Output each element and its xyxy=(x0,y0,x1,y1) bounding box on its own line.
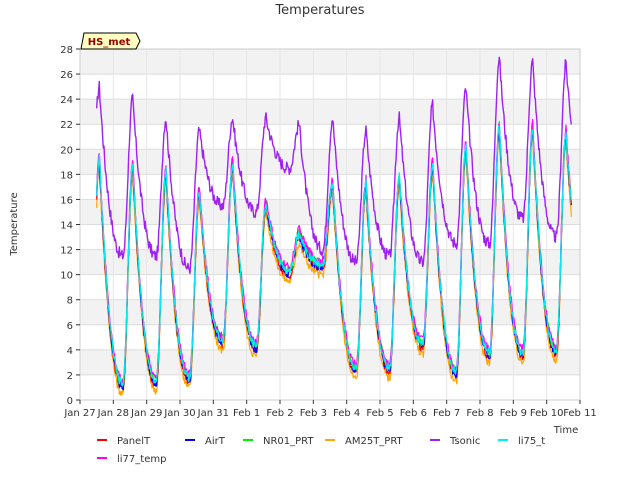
background-band xyxy=(80,299,580,325)
series-line-tsonic xyxy=(96,56,572,275)
x-tick-label: Jan 27 xyxy=(63,408,95,419)
legend-label: Tsonic xyxy=(449,436,480,447)
y-tick-label: 2 xyxy=(67,371,73,382)
y-tick-label: 24 xyxy=(60,95,73,106)
legend-item: PanelT xyxy=(97,436,151,447)
background-band xyxy=(80,74,580,100)
y-tick-label: 0 xyxy=(67,396,73,407)
x-axis: Jan 27 Jan 28 Jan 29 Jan 30 Jan 31 Feb 1 Feb 2… xyxy=(63,400,597,419)
y-tick-label: 6 xyxy=(67,321,73,332)
x-tick-label: Jan 28 xyxy=(97,408,129,419)
y-tick-label: 16 xyxy=(60,195,73,206)
x-tick-label: Jan 30 xyxy=(163,408,195,419)
series-lines xyxy=(96,56,572,396)
background-band xyxy=(80,274,580,300)
y-tick-label: 8 xyxy=(67,296,73,307)
legend-item: NR01_PRT xyxy=(243,436,314,447)
legend-label: NR01_PRT xyxy=(263,436,314,447)
badge-shape xyxy=(80,32,141,50)
x-tick-label: Feb 6 xyxy=(400,408,427,419)
y-tick-label: 26 xyxy=(60,70,73,81)
x-tick-label: Feb 7 xyxy=(433,408,460,419)
legend-label: AirT xyxy=(205,436,226,447)
y-axis-label: Temperature xyxy=(9,192,20,256)
legend-label: AM25T_PRT xyxy=(345,436,404,447)
x-tick-label: Feb 1 xyxy=(233,408,260,419)
x-tick-label: Feb 2 xyxy=(266,408,293,419)
background-band xyxy=(80,324,580,350)
x-tick-label: Feb 10 xyxy=(530,408,564,419)
y-tick-label: 28 xyxy=(60,45,73,56)
legend-label: li77_temp xyxy=(117,454,166,465)
legend-item: AirT xyxy=(185,436,226,447)
legend-label: li75_t xyxy=(518,436,545,447)
background-band xyxy=(80,49,580,75)
station-badge: HS_met xyxy=(80,32,141,50)
y-tick-label: 10 xyxy=(60,271,73,282)
background-band xyxy=(80,99,580,125)
background-band xyxy=(80,249,580,275)
x-tick-label: Jan 31 xyxy=(197,408,229,419)
x-tick-label: Feb 4 xyxy=(333,408,360,419)
x-tick-label: Feb 11 xyxy=(563,408,597,419)
background-band xyxy=(80,374,580,400)
x-tick-label: Feb 5 xyxy=(366,408,393,419)
y-tick-label: 18 xyxy=(60,170,73,181)
y-tick-label: 22 xyxy=(60,120,73,131)
x-tick-label: Jan 29 xyxy=(130,408,162,419)
legend-item: li75_t xyxy=(498,436,545,447)
y-tick-label: 4 xyxy=(67,346,73,357)
background-band xyxy=(80,349,580,375)
x-axis-label: Time xyxy=(553,425,578,436)
x-tick-label: Feb 8 xyxy=(466,408,493,419)
y-tick-label: 14 xyxy=(60,221,73,232)
x-tick-label: Feb 3 xyxy=(300,408,327,419)
legend-item: AM25T_PRT xyxy=(325,436,404,447)
chart-title: Temperatures xyxy=(274,3,364,18)
series-line-li75_t xyxy=(96,124,572,387)
y-tick-label: 12 xyxy=(60,246,73,257)
legend-item: li77_temp xyxy=(97,454,166,465)
x-tick-label: Feb 9 xyxy=(500,408,527,419)
legend-item: Tsonic xyxy=(430,436,480,447)
legend-label: PanelT xyxy=(117,436,151,447)
y-tick-label: 20 xyxy=(60,145,73,156)
badge-label: HS_met xyxy=(88,37,131,48)
legend: PanelT AirT NR01_PRT AM25T_PRT Tsonic li75_tl… xyxy=(97,436,545,465)
